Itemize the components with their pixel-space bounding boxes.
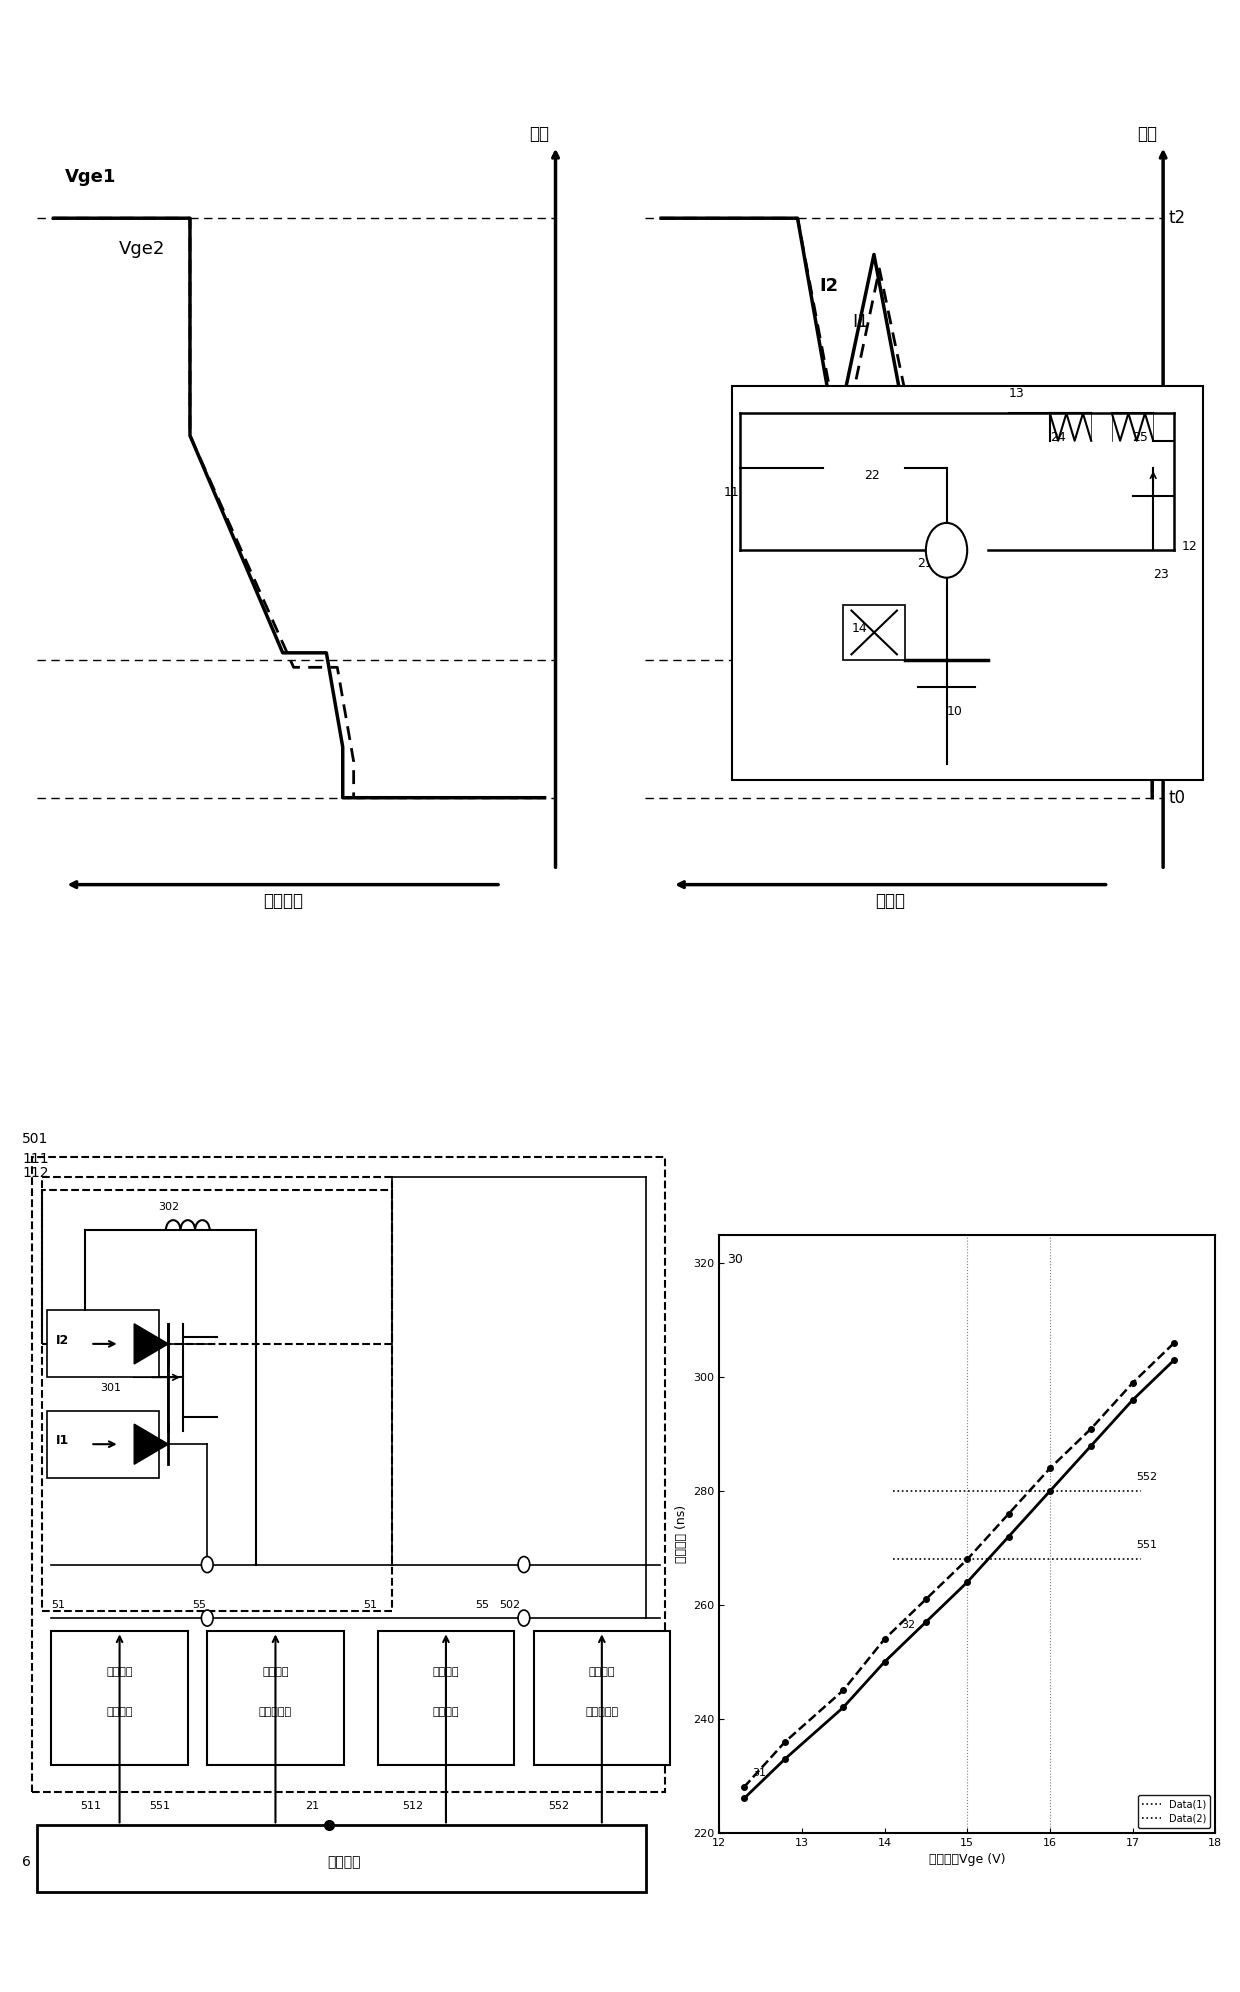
Bar xyxy=(47,1311,159,1376)
Text: 21: 21 xyxy=(305,1801,319,1811)
Data(2) xyxy=(777,1729,792,1753)
Text: 502: 502 xyxy=(500,1600,521,1610)
Data(2) xyxy=(737,1775,751,1799)
Text: 111: 111 xyxy=(22,1151,48,1167)
Data(1) xyxy=(877,1649,892,1673)
Data(1) xyxy=(960,1570,975,1594)
Data(1) xyxy=(777,1747,792,1771)
Text: t0: t0 xyxy=(1168,789,1185,807)
Text: 栅极电压: 栅极电压 xyxy=(262,1667,289,1677)
Polygon shape xyxy=(134,1424,169,1464)
Text: 32: 32 xyxy=(901,1619,915,1629)
Text: 552: 552 xyxy=(548,1801,569,1811)
Text: I1: I1 xyxy=(852,313,869,331)
Text: 30: 30 xyxy=(728,1253,743,1267)
Text: 512: 512 xyxy=(402,1801,423,1811)
Bar xyxy=(42,1177,392,1612)
Bar xyxy=(32,1157,665,1793)
Circle shape xyxy=(201,1610,213,1625)
Line: Data(1): Data(1) xyxy=(744,1361,1174,1799)
Text: 552: 552 xyxy=(1137,1472,1158,1482)
Text: 23: 23 xyxy=(1153,568,1169,582)
Data(2) xyxy=(960,1548,975,1572)
Line: Data(2): Data(2) xyxy=(744,1343,1174,1787)
Text: 302: 302 xyxy=(159,1201,180,1213)
Bar xyxy=(207,1631,343,1765)
Data(1) xyxy=(836,1695,851,1719)
Text: I2: I2 xyxy=(56,1335,69,1347)
Text: 14: 14 xyxy=(852,622,867,635)
Text: 55: 55 xyxy=(475,1600,490,1610)
Data(2) xyxy=(1167,1331,1182,1355)
Bar xyxy=(37,1825,646,1892)
Text: 22: 22 xyxy=(864,468,879,482)
Text: 主电流: 主电流 xyxy=(875,892,905,910)
Circle shape xyxy=(926,522,967,578)
Circle shape xyxy=(201,1556,213,1572)
Text: 栅极电压: 栅极电压 xyxy=(589,1667,615,1677)
Text: 10: 10 xyxy=(946,705,962,717)
Bar xyxy=(51,1631,187,1765)
Polygon shape xyxy=(134,1325,169,1365)
Text: 25: 25 xyxy=(1132,430,1148,444)
Text: Vge1: Vge1 xyxy=(64,167,115,185)
Bar xyxy=(378,1631,515,1765)
Text: 可变电路部: 可变电路部 xyxy=(259,1707,291,1717)
Text: 记录机构: 记录机构 xyxy=(107,1707,133,1717)
Data(1) xyxy=(1001,1524,1016,1548)
Text: 6: 6 xyxy=(22,1855,31,1868)
Text: 栏极电压: 栏极电压 xyxy=(263,892,303,910)
Text: 301: 301 xyxy=(100,1382,122,1392)
Text: 24: 24 xyxy=(1050,430,1065,444)
Text: I2: I2 xyxy=(820,277,838,295)
Data(1) xyxy=(737,1787,751,1811)
Text: 21: 21 xyxy=(918,556,934,570)
Data(2) xyxy=(836,1679,851,1703)
Text: 时间: 时间 xyxy=(529,125,549,143)
Bar xyxy=(42,1189,392,1345)
Data(1) xyxy=(1167,1349,1182,1372)
Data(2) xyxy=(1125,1370,1140,1394)
Text: 时间: 时间 xyxy=(1137,125,1157,143)
Text: 控制装置: 控制装置 xyxy=(327,1855,361,1868)
Text: 501: 501 xyxy=(22,1131,48,1145)
Bar xyxy=(47,1410,159,1478)
Text: 551: 551 xyxy=(1137,1540,1158,1550)
Data(1) xyxy=(1125,1388,1140,1412)
Text: 511: 511 xyxy=(81,1801,102,1811)
Text: 特性映射: 特性映射 xyxy=(107,1667,133,1677)
Text: 记录机构: 记录机构 xyxy=(433,1707,459,1717)
X-axis label: 栅极电压Vge (V): 栅极电压Vge (V) xyxy=(929,1853,1006,1867)
Bar xyxy=(843,606,905,659)
Text: 11: 11 xyxy=(723,486,739,498)
Data(1) xyxy=(1043,1480,1058,1504)
Data(2) xyxy=(1001,1502,1016,1526)
Circle shape xyxy=(518,1610,529,1625)
Text: 31: 31 xyxy=(753,1767,766,1777)
Text: 55: 55 xyxy=(192,1600,207,1610)
Data(2) xyxy=(919,1588,934,1612)
Data(2) xyxy=(877,1627,892,1651)
Text: 可变电路部: 可变电路部 xyxy=(585,1707,619,1717)
Data(1) xyxy=(919,1610,934,1633)
Text: Vge2: Vge2 xyxy=(119,241,165,259)
Text: 51: 51 xyxy=(51,1600,66,1610)
Text: t1: t1 xyxy=(1168,651,1185,669)
Y-axis label: 延迟时间 (ns): 延迟时间 (ns) xyxy=(675,1504,687,1564)
Text: I1: I1 xyxy=(56,1434,69,1448)
Text: 551: 551 xyxy=(149,1801,170,1811)
Text: 特性映射: 特性映射 xyxy=(433,1667,459,1677)
Data(2) xyxy=(1043,1456,1058,1480)
Text: 112: 112 xyxy=(22,1165,48,1179)
Text: 12: 12 xyxy=(1182,540,1198,554)
Text: t2: t2 xyxy=(1168,209,1185,227)
Circle shape xyxy=(518,1556,529,1572)
Text: 51: 51 xyxy=(363,1600,377,1610)
Data(2) xyxy=(1084,1416,1099,1440)
Bar xyxy=(533,1631,670,1765)
Legend: Data(1), Data(2): Data(1), Data(2) xyxy=(1138,1795,1210,1829)
Data(1) xyxy=(1084,1434,1099,1458)
Text: 13: 13 xyxy=(1008,386,1024,400)
